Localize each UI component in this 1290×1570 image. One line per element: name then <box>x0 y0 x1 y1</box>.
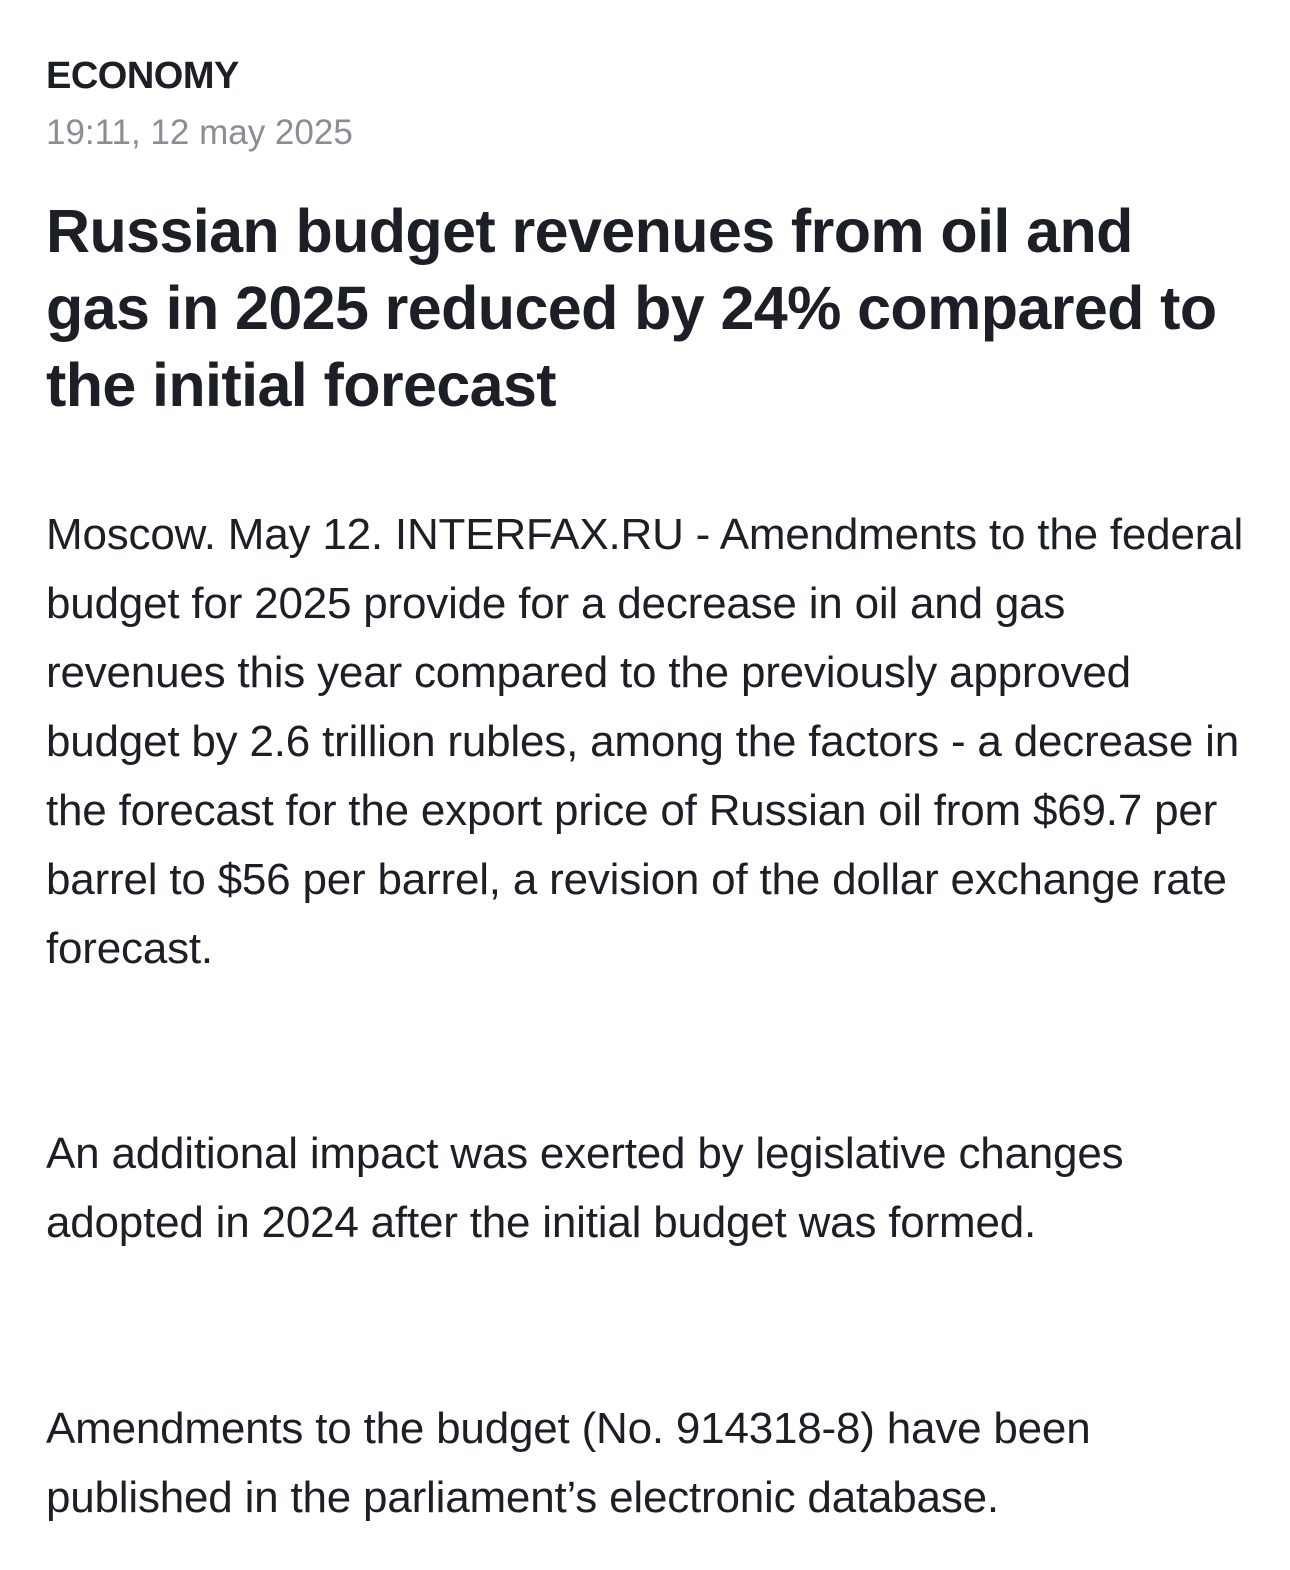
publish-timestamp: 19:11, 12 may 2025 <box>46 113 353 152</box>
category-label[interactable]: ECONOMY <box>46 55 239 97</box>
article-headline: Russian budget revenues from oil and gas… <box>46 197 1217 419</box>
article-paragraph-1: Moscow. May 12. INTERFAX.RU - Amendments… <box>46 510 1244 973</box>
article-paragraph-3: Amendments to the budget (No. 914318-8) … <box>46 1404 1091 1522</box>
article-paragraph-2: An additional impact was exerted by legi… <box>46 1129 1124 1247</box>
